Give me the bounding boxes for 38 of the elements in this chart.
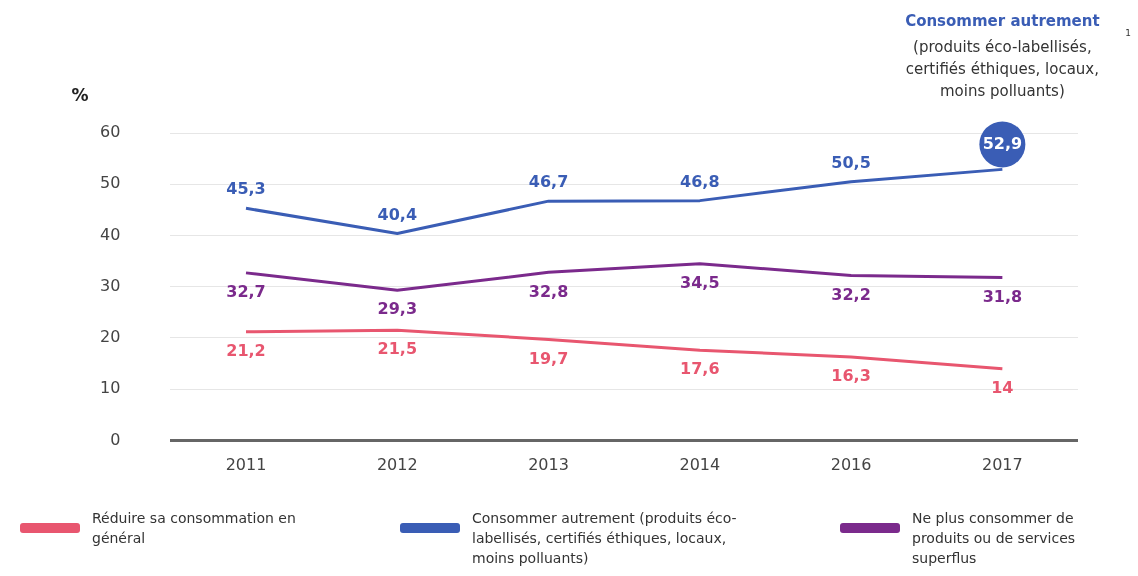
data-label: 16,3 xyxy=(831,366,871,386)
data-label: 46,7 xyxy=(528,172,569,192)
text: Consommer autrement xyxy=(905,11,1100,30)
text: 1 xyxy=(1125,28,1131,39)
data-label: 34,5 xyxy=(680,272,720,292)
y-tick-label: 30 xyxy=(100,275,121,295)
y-axis-title: % xyxy=(71,85,89,106)
y-tick-label: 40 xyxy=(100,224,121,244)
data-label: 32,7 xyxy=(226,282,266,302)
x-tick-label: 2014 xyxy=(679,455,721,475)
y-tick-label: 60 xyxy=(100,122,121,142)
x-tick-label: 2013 xyxy=(528,455,569,475)
x-tick-label: 2016 xyxy=(830,455,872,475)
y-tick-label: 50 xyxy=(100,173,121,193)
data-label: 32,2 xyxy=(831,284,871,304)
data-label: 14 xyxy=(991,377,1014,397)
data-label: 32,8 xyxy=(528,281,569,301)
legend-label: Réduire sa consommation en général xyxy=(92,509,297,548)
data-label: 52,9 xyxy=(982,133,1023,153)
data-label: 46,8 xyxy=(680,171,720,191)
data-label: 31,8 xyxy=(982,286,1023,306)
data-label: 21,5 xyxy=(377,339,418,359)
data-label: 19,7 xyxy=(528,348,569,368)
data-label: 45,3 xyxy=(226,179,266,199)
data-label: 50,5 xyxy=(831,152,871,172)
x-tick-label: 2012 xyxy=(376,455,418,475)
data-label: 17,6 xyxy=(680,359,720,379)
x-tick-label: 2017 xyxy=(982,455,1023,475)
data-label: 40,4 xyxy=(377,204,418,224)
data-label: 21,2 xyxy=(226,340,266,360)
legend-label: Ne plus consommer de produits ou de services superflus xyxy=(912,509,1077,568)
y-tick-label: 10 xyxy=(100,378,121,398)
legend-label: Consommer autrement (produits éco-labellisés, certifiés éthiques, locaux, moins polluants) xyxy=(472,509,738,568)
text: (produits éco-labellisés, certifiés éthiques, locaux, moins polluants) xyxy=(905,37,1099,100)
x-tick-label: 2011 xyxy=(225,455,267,475)
y-tick-label: 20 xyxy=(100,327,121,347)
data-label: 29,3 xyxy=(377,299,418,319)
y-tick-label: 0 xyxy=(110,429,121,449)
